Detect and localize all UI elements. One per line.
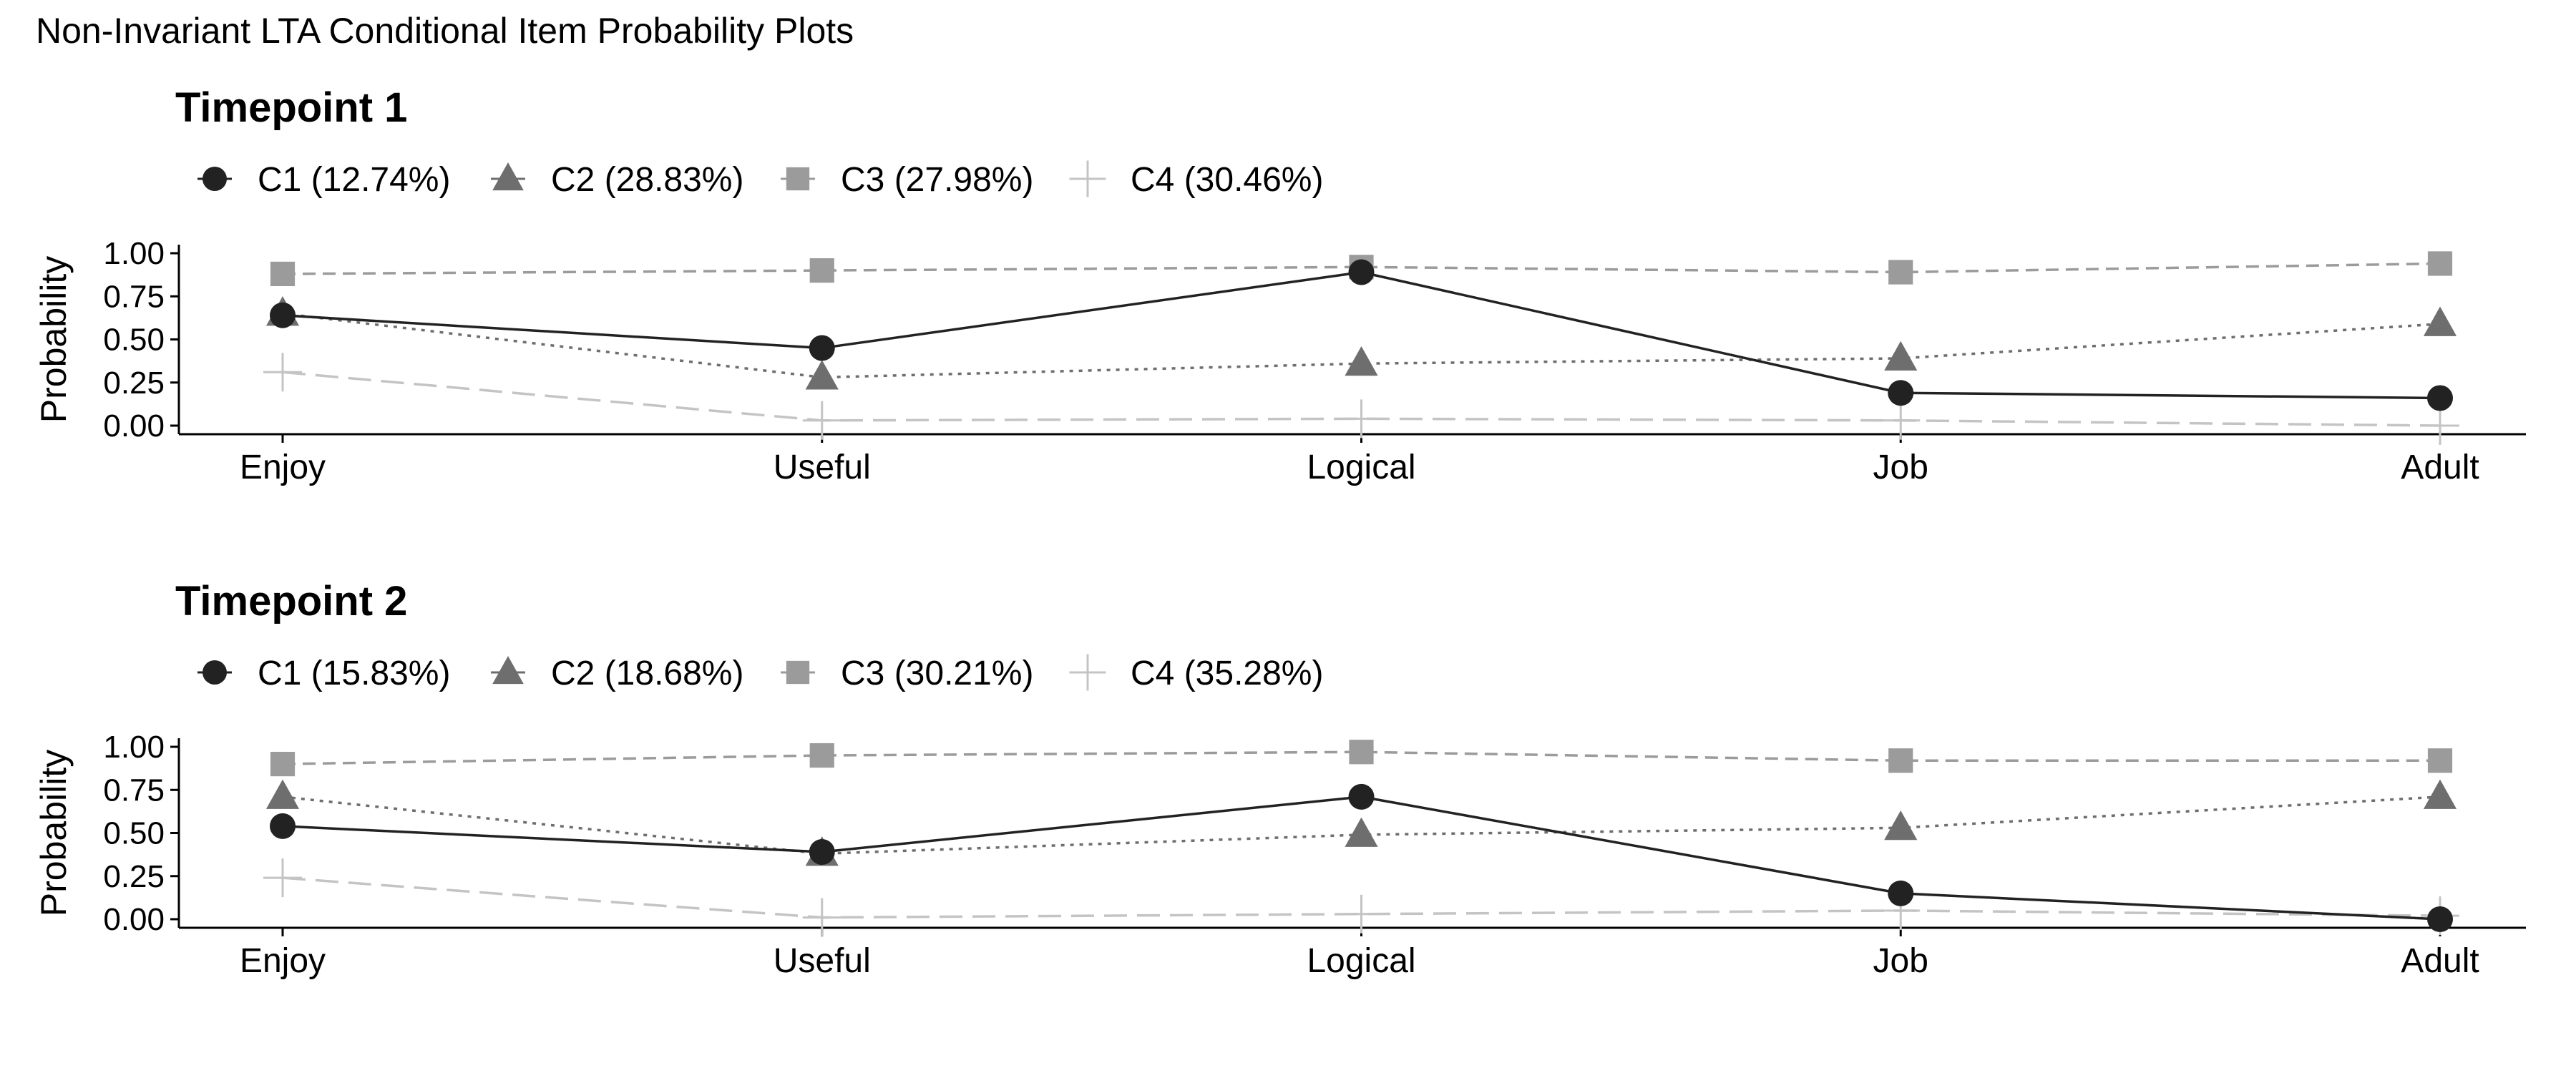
y-tick-label: 0.00: [103, 902, 165, 937]
data-point-c1: [809, 839, 835, 866]
legend-key-marker: [492, 656, 524, 685]
x-tick-label: Job: [1873, 942, 1928, 980]
data-point-c1: [1348, 259, 1375, 285]
legend-label: C4 (30.46%): [1131, 161, 1323, 199]
x-tick-label: Enjoy: [240, 449, 326, 486]
data-point-c1: [2427, 385, 2453, 411]
data-point-c3: [1349, 740, 1374, 765]
data-point-c3: [2427, 251, 2453, 276]
data-point-c1: [270, 302, 296, 328]
x-tick-label: Adult: [2401, 449, 2479, 486]
data-point-c3: [809, 743, 834, 768]
y-tick-label: 0.25: [103, 366, 165, 401]
data-point-c4: [263, 858, 302, 898]
legend-label: C4 (35.28%): [1131, 655, 1323, 692]
x-tick-label: Useful: [774, 942, 871, 980]
y-tick-label: 1.00: [103, 730, 165, 765]
y-tick-label: 1.00: [103, 236, 165, 271]
x-tick-label: Job: [1873, 449, 1928, 486]
legend-key-marker: [203, 660, 227, 685]
data-point-c3: [1888, 748, 1913, 773]
panel-timepoint-2: Timepoint 2 C1 (15.83%) C2 (18.68%) C3 (30.…: [34, 578, 2526, 980]
data-point-c2: [1345, 346, 1378, 376]
x-tick-label: Adult: [2401, 942, 2479, 980]
data-point-c2: [805, 360, 839, 390]
data-point-c1: [1888, 380, 1914, 406]
legend-key-marker: [492, 162, 524, 191]
data-point-c3: [270, 261, 296, 287]
panel-title: Timepoint 1: [175, 84, 407, 131]
data-point-c4: [2421, 406, 2459, 445]
data-point-c1: [2427, 906, 2453, 932]
y-tick-label: 0.50: [103, 323, 165, 358]
x-tick-label: Logical: [1307, 449, 1415, 486]
legend-label: C2 (18.68%): [551, 655, 743, 692]
data-point-c4: [263, 353, 302, 392]
series-line-4: [282, 876, 2441, 919]
legend-key-marker: [786, 167, 810, 191]
data-point-c4: [1342, 399, 1381, 438]
legend-label: C2 (28.83%): [551, 161, 743, 199]
data-point-c4: [802, 898, 841, 937]
x-tick-label: Enjoy: [240, 942, 326, 980]
legend-item-2: C2 (18.68%): [491, 655, 743, 692]
data-point-c2: [1884, 340, 1918, 371]
data-point-c1: [270, 813, 296, 839]
data-point-c3: [809, 258, 834, 283]
data-point-c2: [2423, 306, 2457, 336]
y-tick-label: 0.75: [103, 279, 165, 314]
data-point-c2: [1884, 810, 1918, 841]
data-point-c4: [1342, 894, 1381, 934]
x-tick-label: Useful: [774, 449, 871, 486]
data-point-c3: [270, 752, 296, 777]
y-tick-label: 0.25: [103, 859, 165, 894]
series-line-1: [282, 270, 2441, 400]
legend-label: C1 (12.74%): [258, 161, 450, 199]
legend-item-2: C2 (28.83%): [491, 161, 743, 199]
figure-title: Non-Invariant LTA Conditional Item Proba…: [36, 11, 854, 51]
data-point-c2: [265, 779, 300, 809]
panel-title: Timepoint 2: [175, 578, 407, 624]
legend-item-4: C4 (30.46%): [1069, 160, 1323, 199]
y-axis-label: Probability: [34, 256, 74, 423]
legend-item-1: C1 (15.83%): [197, 655, 450, 692]
x-tick-label: Logical: [1307, 942, 1415, 980]
legend-key-marker: [1069, 160, 1106, 197]
legend-label: C3 (27.98%): [841, 161, 1033, 199]
legend-label: C1 (15.83%): [258, 655, 450, 692]
data-point-c2: [1345, 817, 1378, 847]
panel-timepoint-1: Timepoint 1 C1 (12.74%) C2 (28.83%) C3 (27.…: [34, 84, 2526, 486]
y-tick-label: 0.50: [103, 816, 165, 851]
legend-item-3: C3 (27.98%): [781, 161, 1033, 199]
legend-key-marker: [203, 167, 227, 191]
legend-key-marker: [1069, 654, 1106, 691]
data-point-c1: [1348, 783, 1375, 810]
y-tick-label: 0.00: [103, 408, 165, 444]
data-point-c4: [802, 401, 841, 440]
legend-key-marker: [786, 660, 810, 685]
legend-label: C3 (30.21%): [841, 655, 1033, 692]
data-point-c2: [2423, 779, 2457, 809]
y-axis-label: Probability: [34, 750, 74, 916]
data-point-c1: [1888, 880, 1914, 906]
y-tick-label: 0.75: [103, 773, 165, 808]
legend-item-3: C3 (30.21%): [781, 655, 1033, 692]
legend-item-4: C4 (35.28%): [1069, 654, 1323, 692]
data-point-c4: [1881, 401, 1921, 440]
series-line-4: [282, 371, 2441, 427]
data-point-c1: [809, 335, 835, 361]
data-point-c3: [1888, 260, 1913, 285]
legend-item-1: C1 (12.74%): [197, 161, 450, 199]
data-point-c3: [2427, 748, 2453, 773]
